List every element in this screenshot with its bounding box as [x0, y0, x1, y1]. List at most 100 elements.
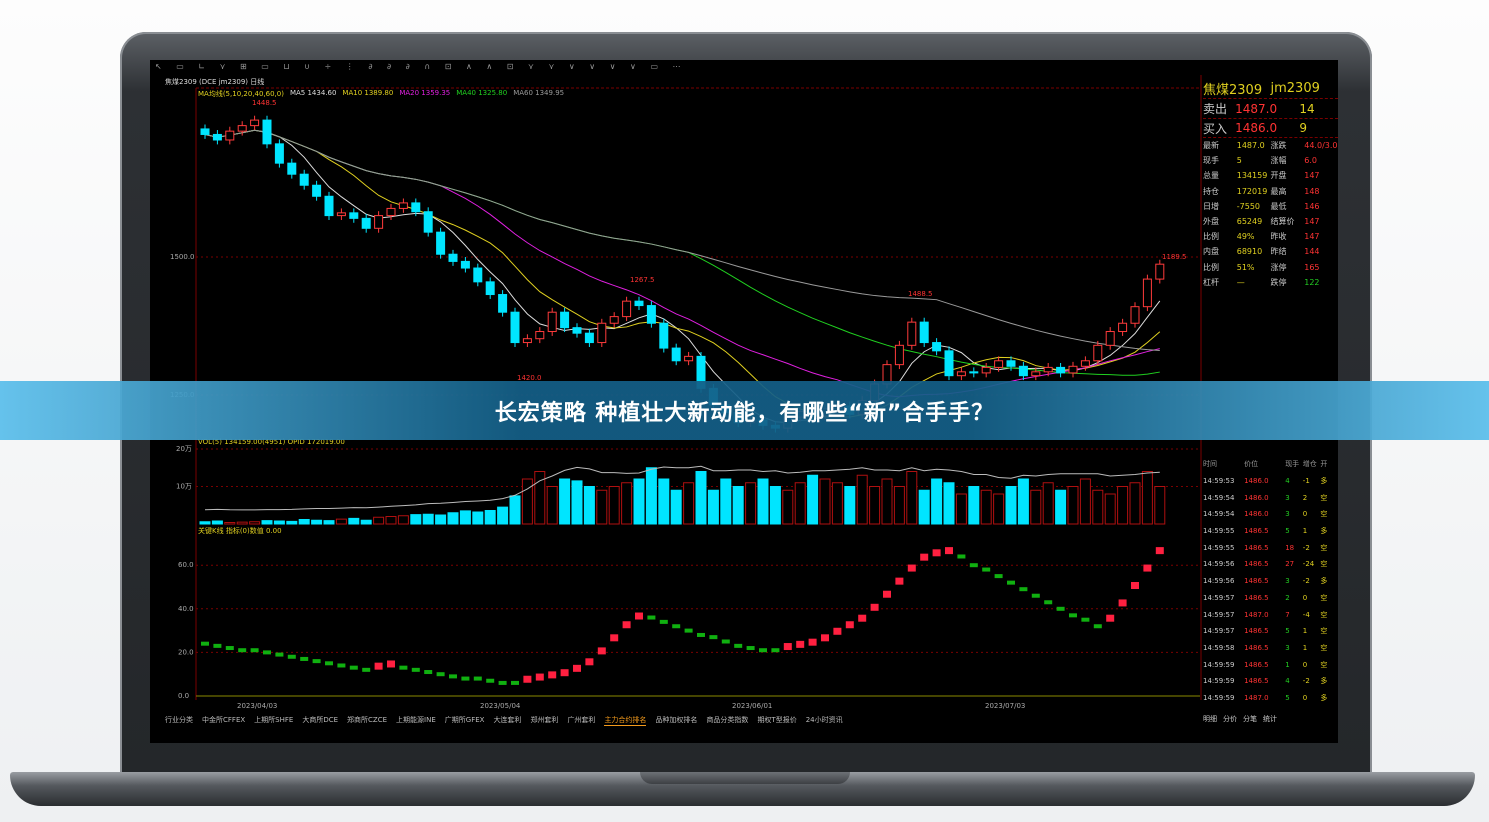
volume-bar [769, 486, 781, 525]
trades-tab[interactable]: 分价 [1223, 714, 1237, 723]
candle [200, 128, 210, 135]
price-tick: 1500.0 [170, 253, 195, 261]
market-tab[interactable]: 广期所GFEX [444, 716, 485, 724]
volume-bar [559, 478, 571, 525]
volume-bar [1017, 478, 1029, 525]
volume-bar [869, 486, 881, 525]
volume-bar [1092, 489, 1104, 525]
sell-volume: 14 [1299, 101, 1315, 116]
trade-cell: 14:59:59 [1203, 677, 1235, 686]
market-tab[interactable]: 郑商所CZCE [347, 716, 388, 724]
candle [398, 202, 408, 209]
volume-bar [1067, 486, 1079, 525]
volume-bar [807, 474, 819, 525]
volume-tick: 20万 [176, 445, 192, 453]
market-tab[interactable]: 期权T型报价 [757, 716, 797, 724]
trades-tab[interactable]: 明细 [1203, 714, 1217, 723]
trade-cell: 1486.0 [1244, 477, 1269, 486]
indicator-mark [362, 667, 371, 672]
indicator-mark [647, 615, 656, 620]
indicator-mark [1155, 547, 1164, 555]
volume-bar [931, 478, 943, 525]
indicator-mark [734, 643, 743, 648]
market-tab[interactable]: 广州套利 [567, 716, 596, 724]
quote-cell: 最高 [1270, 186, 1287, 196]
quote-cell: 涨跌 [1270, 141, 1287, 151]
indicator-mark [610, 634, 619, 642]
volume-bar [583, 486, 595, 525]
sell-label: 卖出 [1203, 102, 1228, 116]
indicator-mark [759, 648, 767, 653]
indicator-mark [201, 641, 209, 646]
trades-tab[interactable]: 统计 [1263, 714, 1277, 723]
indicator-tick: 60.0 [178, 561, 194, 569]
quote-row: 内盘 68910 昨结 144 [1203, 244, 1338, 259]
trade-cell: 1486.5 [1244, 577, 1269, 586]
price-annotation: 1267.5 [630, 276, 655, 284]
candle [287, 162, 297, 175]
volume-bar [881, 478, 893, 525]
market-tab[interactable]: 商品分类指数 [706, 716, 749, 724]
volume-bar [745, 482, 757, 525]
market-tab[interactable]: 大连套利 [493, 716, 522, 724]
market-tab[interactable]: 中金所CFFEX [202, 716, 246, 724]
quote-cell: 147 [1304, 171, 1320, 181]
indicator-mark [1069, 613, 1077, 618]
quote-cell: 跌停 [1270, 277, 1287, 287]
volume-bar [397, 515, 409, 525]
quote-cell: 比例 [1203, 232, 1219, 242]
candle [1068, 365, 1078, 374]
quote-row: 外盘 65249 结算价 147 [1203, 214, 1338, 229]
indicator-mark [945, 547, 953, 555]
indicator-mark [213, 643, 222, 648]
market-tab[interactable]: 上期能源INE [396, 716, 436, 724]
volume-bar [1104, 493, 1116, 525]
sell-price: 1487.0 [1235, 101, 1278, 116]
candle [1155, 263, 1165, 280]
trade-cell: 1 [1302, 643, 1308, 652]
trade-cell: 空 [1320, 593, 1328, 602]
indicator-mark [374, 662, 383, 670]
indicator-mark [399, 665, 408, 670]
market-tab[interactable]: 大商所DCE [302, 716, 339, 724]
trade-cell: -2 [1302, 677, 1310, 686]
volume-bar [993, 493, 1005, 525]
quote-cell: 65249 [1236, 217, 1263, 227]
market-tab[interactable]: 主力合约排名 [604, 716, 647, 726]
quote-cell: 总量 [1203, 171, 1219, 181]
volume-bar [249, 521, 261, 525]
market-tab[interactable]: 24小时资讯 [805, 716, 843, 724]
price-annotation: 1189.5 [1162, 253, 1187, 261]
market-tab[interactable]: 品种加权排名 [655, 716, 698, 724]
indicator-mark [325, 661, 333, 666]
market-tab[interactable]: 郑州套利 [530, 716, 559, 724]
quote-cell: 持仓 [1203, 186, 1219, 196]
price-annotation: 1448.5 [252, 99, 277, 107]
trades-header: 增仓 [1302, 460, 1317, 469]
ma10-line [204, 129, 1161, 418]
candle [1006, 360, 1016, 367]
trade-cell: 多 [1320, 477, 1328, 486]
volume-bar [633, 478, 645, 525]
volume-bar [348, 517, 360, 525]
period-select[interactable]: 日线 [250, 78, 265, 86]
buy-volume: 9 [1299, 121, 1308, 135]
market-tab[interactable]: 行业分类 [165, 716, 193, 724]
symbol-label: 焦煤2309 (DCE jm2309) [165, 78, 249, 86]
indicator-mark [275, 652, 284, 657]
trade-cell: 空 [1320, 510, 1328, 519]
drawing-toolbar[interactable]: ↖ ▭ ∟ ⋎ ⊞ ▭ ⊔ ∪ ÷ ⋮ ∂ ∂ ∂ ∩ ⊡ ∧ ∧ ⊡ ⋎ ⋎ … [155, 62, 687, 71]
trade-cell: 3 [1285, 577, 1290, 586]
candle [646, 305, 656, 324]
trades-tab[interactable]: 分笔 [1243, 714, 1257, 723]
quote-cell: 148 [1304, 186, 1320, 196]
candle [522, 338, 532, 344]
trade-cell: 14:59:54 [1203, 510, 1235, 519]
trade-cell: 14:59:56 [1203, 560, 1235, 569]
market-tab[interactable]: 上期所SHFE [254, 716, 294, 724]
volume-bar [608, 486, 620, 525]
candle [498, 294, 508, 313]
indicator-mark [783, 643, 792, 651]
quote-cell: 比例 [1203, 262, 1219, 272]
quote-row: 最新 1487.0 涨跌 44.0/3.0 [1203, 138, 1338, 153]
